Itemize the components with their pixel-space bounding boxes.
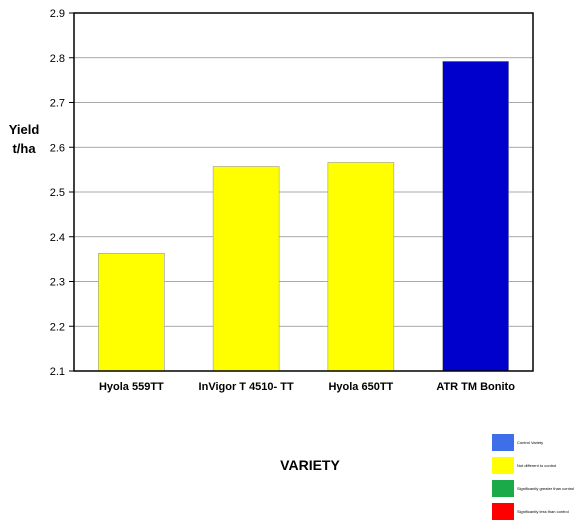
x-tick-label: Hyola 650TT: [328, 381, 393, 393]
legend-item: Significantly less than control: [492, 503, 587, 520]
y-tick-label: 2.6: [50, 142, 65, 154]
y-tick-label: 2.2: [50, 321, 65, 333]
y-tick-label: 2.1: [50, 366, 65, 378]
bar-chart: 2.1 2.2 2.3 2.4 2.5 2.6 2.7 2.8 2.9 Hyola 559TT I…: [50, 8, 534, 393]
bar: [442, 61, 509, 372]
y-tick-label: 2.4: [50, 232, 65, 244]
x-tick-label: Hyola 559TT: [99, 381, 164, 393]
legend-swatch-control: [492, 434, 514, 451]
x-tick-label: InVigor T 4510- TT: [199, 381, 294, 393]
x-tick-labels: Hyola 559TT InVigor T 4510- TT Hyola 650TT…: [99, 381, 515, 393]
bar: [327, 162, 395, 372]
y-tick-label: 2.8: [50, 53, 65, 65]
y-tick-label: 2.5: [50, 187, 65, 199]
legend-label: Significantly less than control: [517, 509, 569, 514]
y-tick-label: 2.3: [50, 277, 65, 289]
plot-frame: [73, 12, 534, 372]
y-axis-label-line2: t/ha: [12, 141, 36, 156]
bar: [212, 166, 280, 372]
y-axis-label: Yield t/ha: [4, 120, 44, 158]
y-axis-label-line1: Yield: [8, 122, 40, 137]
legend-label: Not different to control: [517, 463, 557, 468]
legend-swatch-not-different: [492, 457, 514, 474]
x-tick-label: ATR TM Bonito: [436, 381, 515, 393]
legend-swatch-less: [492, 503, 514, 520]
legend-label: Significantly greater than control: [517, 486, 575, 491]
x-axis-label: VARIETY: [280, 457, 340, 473]
legend: Control Variety Not different to control…: [492, 434, 587, 526]
legend-item: Control Variety: [492, 434, 587, 451]
legend-swatch-greater: [492, 480, 514, 497]
legend-label: Control Variety: [517, 440, 544, 445]
bar: [98, 253, 165, 372]
legend-item: Significantly greater than control: [492, 480, 587, 497]
bars: [98, 61, 509, 372]
y-tick-label: 2.9: [50, 8, 65, 20]
y-tick-labels: 2.1 2.2 2.3 2.4 2.5 2.6 2.7 2.8 2.9: [50, 8, 65, 378]
y-tick-label: 2.7: [50, 98, 65, 110]
legend-item: Not different to control: [492, 457, 587, 474]
